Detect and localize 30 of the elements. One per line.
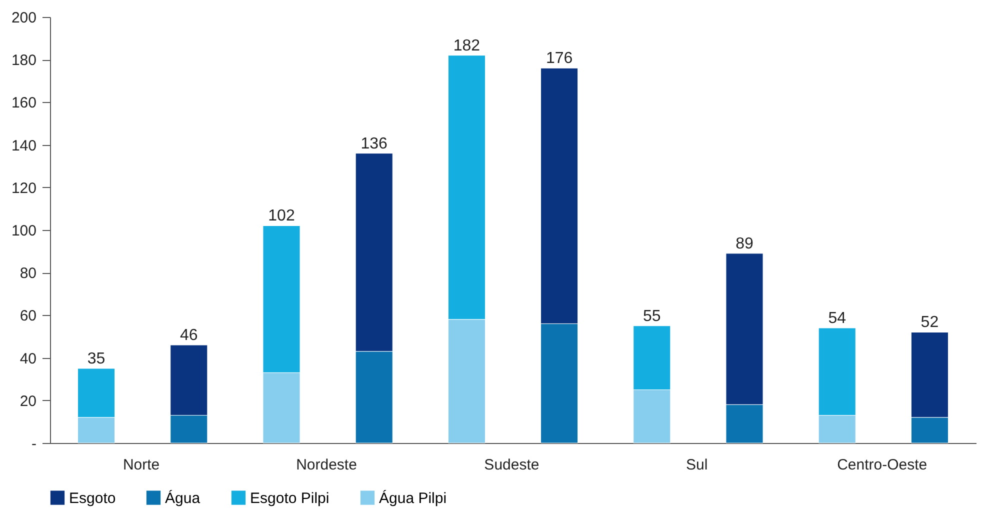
y-tick-label: 60: [20, 308, 36, 325]
y-tick-label: 200: [11, 10, 36, 26]
total-label: 136: [360, 135, 388, 152]
y-tick-label: -: [32, 436, 36, 452]
legend-label: Esgoto Pilpi: [250, 490, 330, 507]
y-tick-label: 180: [11, 52, 36, 70]
x-tick-label: Sul: [686, 456, 708, 474]
y-tick-label: 100: [11, 222, 36, 240]
x-tick-label: Centro-Oeste: [837, 456, 928, 474]
y-tick-label: 140: [11, 137, 36, 154]
total-label: 176: [546, 50, 573, 68]
x-tick-label: Nordeste: [296, 456, 357, 474]
total-label: 46: [180, 327, 198, 344]
y-tick-label: 20: [20, 392, 36, 410]
total-label: 102: [268, 208, 295, 225]
total-label: 55: [643, 308, 661, 325]
legend-label: Água Pilpi: [379, 488, 447, 507]
total-label: 182: [453, 37, 480, 54]
legend-label: Esgoto: [69, 490, 116, 507]
total-label: 54: [828, 310, 846, 327]
total-label: 89: [736, 235, 754, 252]
y-tick-label: 40: [20, 350, 36, 368]
y-tick-label: 120: [11, 180, 36, 197]
x-tick-label: Norte: [122, 456, 160, 474]
y-tick-label: 160: [11, 94, 36, 112]
total-label: 35: [87, 350, 106, 368]
y-tick-label: 80: [20, 265, 36, 282]
x-tick-label: Sudeste: [484, 456, 540, 474]
legend-label: Água: [165, 488, 201, 507]
total-label: 52: [920, 314, 939, 332]
